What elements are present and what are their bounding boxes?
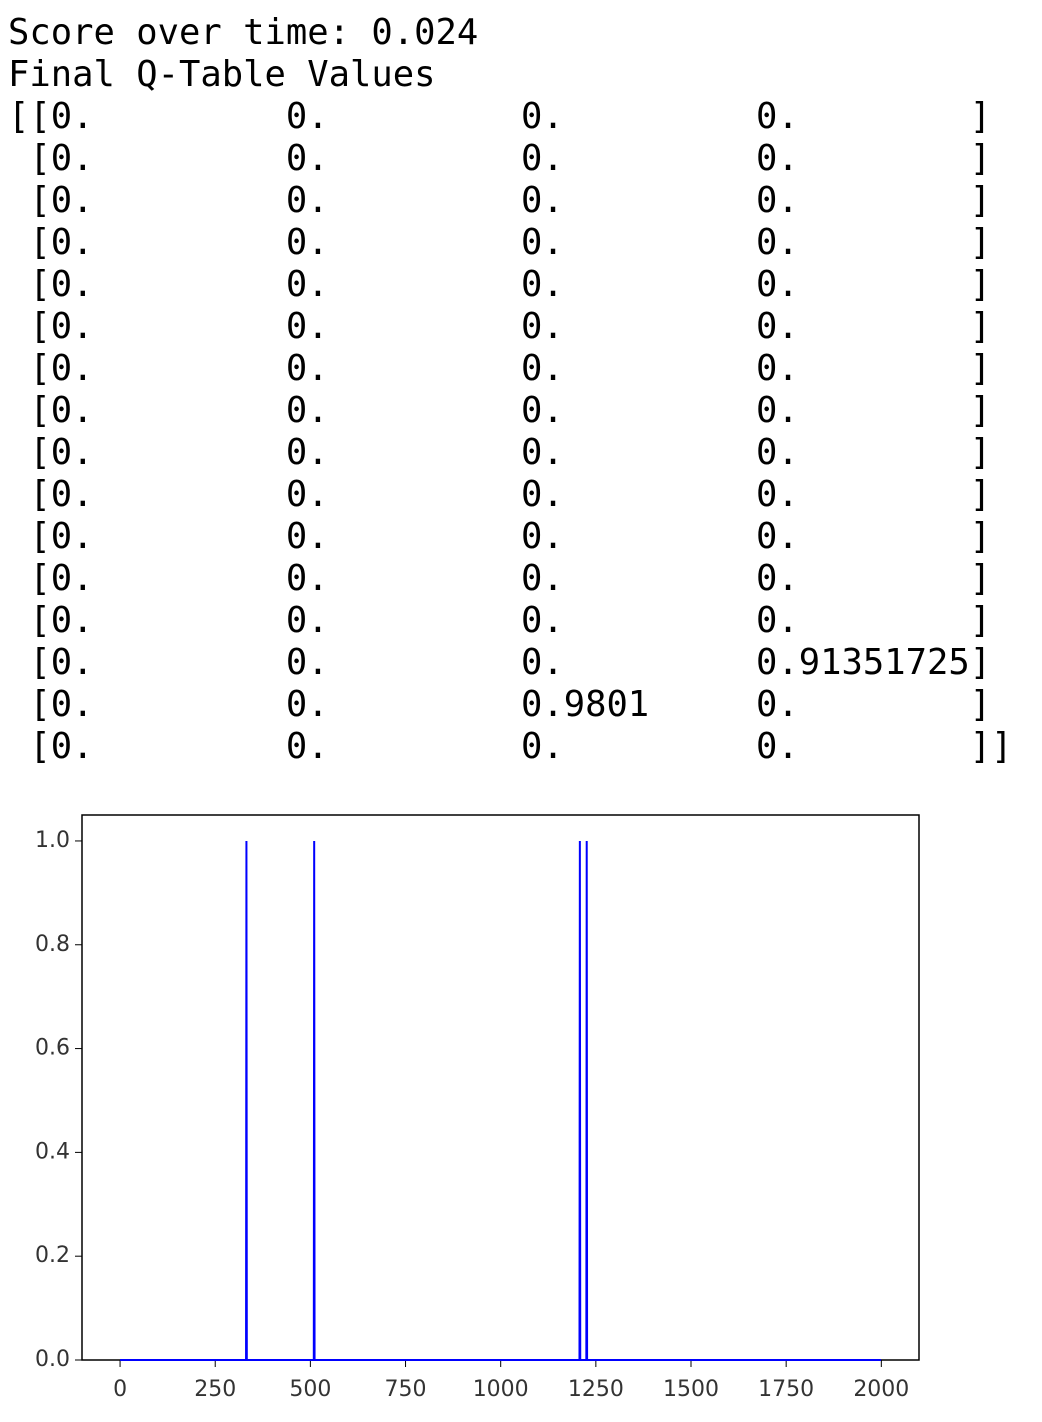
x-tick-label: 250 xyxy=(194,1377,236,1402)
x-tick-label: 1000 xyxy=(473,1377,529,1402)
output-line: [0. 0. 0. 0. ] xyxy=(8,306,992,347)
x-tick-label: 1250 xyxy=(568,1377,624,1402)
x-tick-label: 2000 xyxy=(853,1377,909,1402)
output-line: [0. 0. 0. 0. ] xyxy=(8,348,992,389)
plot-frame xyxy=(81,814,920,1361)
output-line: [0. 0. 0. 0. ] xyxy=(8,138,992,179)
data-line xyxy=(120,840,881,1361)
output-line: Final Q-Table Values xyxy=(8,54,436,95)
output-line: [0. 0. 0. 0. ]] xyxy=(8,726,1013,767)
output-line: [0. 0. 0. 0. ] xyxy=(8,264,992,305)
x-tick-label: 1750 xyxy=(758,1377,814,1402)
output-line: [0. 0. 0. 0. ] xyxy=(8,390,992,431)
y-tick-label: 0.6 xyxy=(35,1036,70,1061)
output-line: [0. 0. 0. 0. ] xyxy=(8,180,992,221)
y-tick-label: 0.4 xyxy=(35,1139,70,1164)
y-tick-label: 0.0 xyxy=(35,1347,70,1372)
x-tick-label: 750 xyxy=(385,1377,427,1402)
x-tick-label: 1500 xyxy=(663,1377,719,1402)
output-line: [0. 0. 0. 0. ] xyxy=(8,432,992,473)
output-line: [[0. 0. 0. 0. ] xyxy=(8,96,992,137)
x-tick-label: 0 xyxy=(113,1377,127,1402)
x-tick-label: 500 xyxy=(289,1377,331,1402)
output-line: [0. 0. 0. 0. ] xyxy=(8,558,992,599)
output-line: [0. 0. 0. 0. ] xyxy=(8,516,992,557)
output-line: [0. 0. 0. 0. ] xyxy=(8,600,992,641)
output-line: [0. 0. 0.9801 0. ] xyxy=(8,684,992,725)
output-line: Score over time: 0.024 xyxy=(8,12,479,53)
y-tick-label: 0.8 xyxy=(35,932,70,957)
output-line: [0. 0. 0. 0. ] xyxy=(8,222,992,263)
output-line: [0. 0. 0. 0.91351725] xyxy=(8,642,992,683)
y-tick-label: 0.2 xyxy=(35,1243,70,1268)
text-output: Score over time: 0.024 Final Q-Table Valu… xyxy=(8,12,1013,768)
output-line: [0. 0. 0. 0. ] xyxy=(8,474,992,515)
y-tick-label: 1.0 xyxy=(35,828,70,853)
